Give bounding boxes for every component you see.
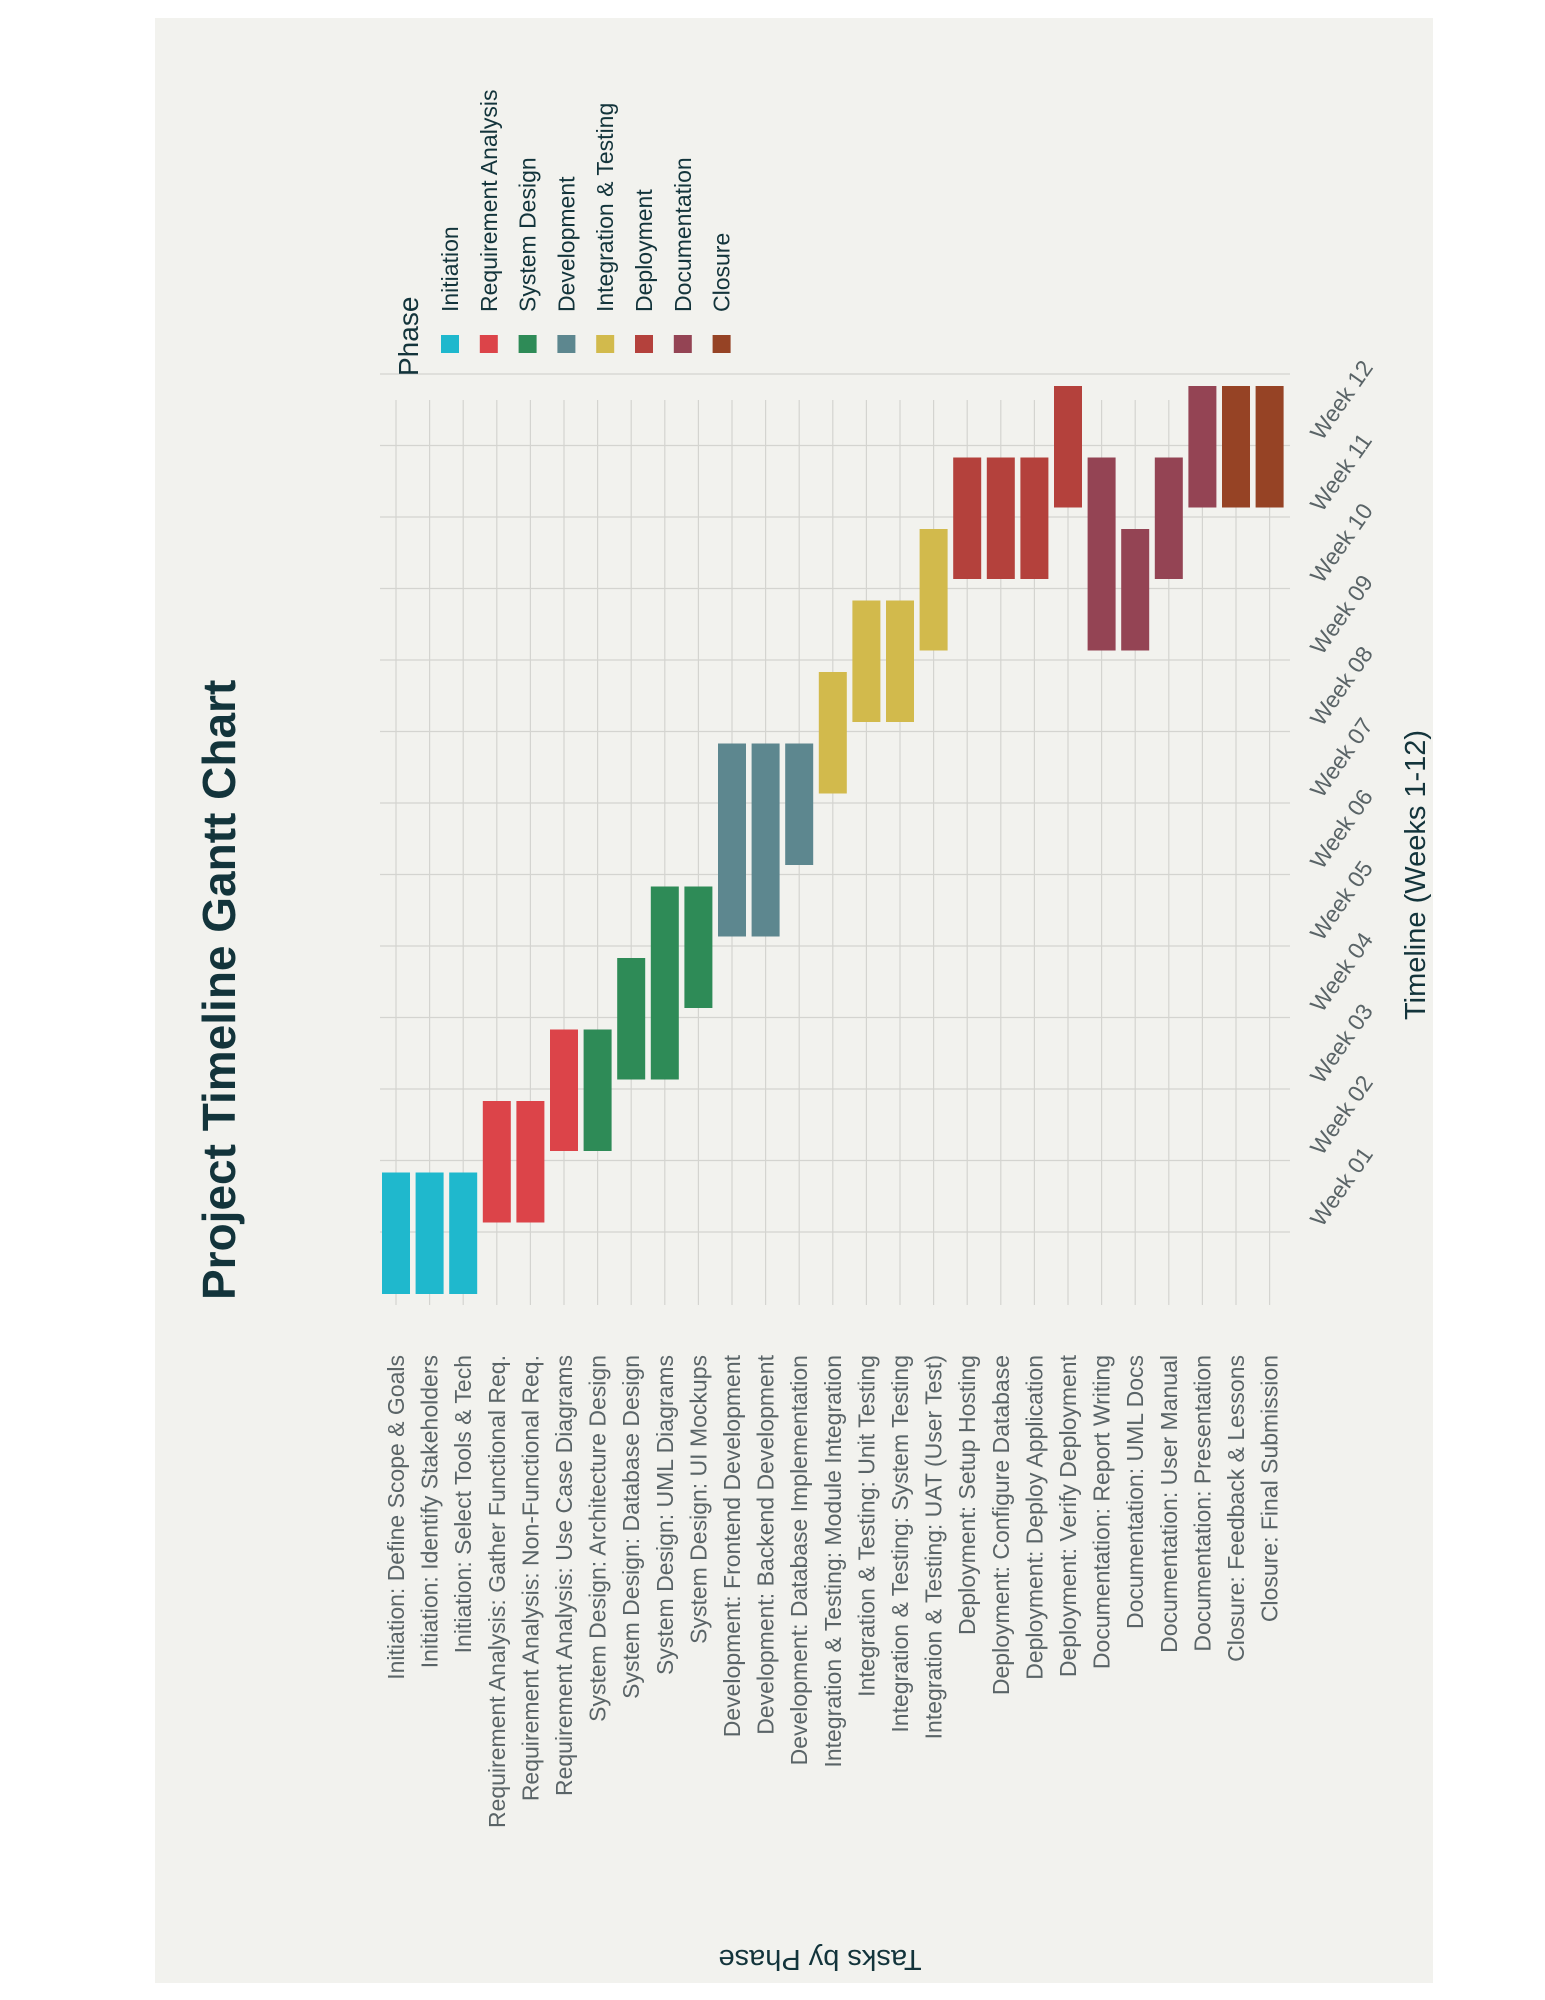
legend-swatch xyxy=(596,335,615,353)
task-label: System Design: UML Diagrams xyxy=(652,1355,678,1675)
task-label: Requirement Analysis: Gather Functional … xyxy=(484,1355,510,1828)
task-label: Documentation: Report Writing xyxy=(1089,1355,1115,1669)
task-label: System Design: Architecture Design xyxy=(585,1355,611,1722)
task-label: Closure: Feedback & Lessons xyxy=(1223,1355,1249,1662)
legend-label: Integration & Testing xyxy=(592,103,618,312)
x-axis-title: Timeline (Weeks 1-12) xyxy=(1400,730,1432,1020)
gantt-bar xyxy=(415,1172,444,1294)
task-label: Integration & Testing: UAT (User Test) xyxy=(921,1355,947,1739)
legend-swatch xyxy=(673,335,692,353)
chart-title: Project Timeline Gantt Chart xyxy=(193,680,245,1300)
gantt-bar xyxy=(449,1172,478,1294)
x-tick-label: Week 05 xyxy=(1305,856,1378,945)
x-tick-label: Week 10 xyxy=(1305,498,1378,587)
gantt-bar xyxy=(818,672,847,794)
gantt-bar xyxy=(919,529,948,651)
gantt-bar xyxy=(1154,457,1183,579)
legend-label: System Design xyxy=(515,157,541,312)
x-tick-label: Week 07 xyxy=(1305,713,1378,802)
task-label: Documentation: Presentation xyxy=(1189,1355,1215,1652)
task-label: Closure: Final Submission xyxy=(1257,1355,1283,1622)
gantt-bar xyxy=(886,600,914,722)
gantt-bar xyxy=(785,743,814,865)
legend-swatch xyxy=(479,335,498,353)
legend-swatch xyxy=(441,335,459,353)
task-label: System Design: Database Design xyxy=(618,1355,644,1699)
x-tick-label: Week 01 xyxy=(1305,1142,1378,1231)
gantt-bar xyxy=(1188,386,1217,508)
task-label: System Design: UI Mockups xyxy=(685,1355,711,1644)
x-tick-label: Week 12 xyxy=(1305,355,1378,444)
legend-label: Development xyxy=(553,176,579,312)
gantt-bar xyxy=(1054,386,1082,508)
legend-label: Requirement Analysis xyxy=(476,90,502,312)
legend-swatch xyxy=(712,335,731,353)
legend-label: Deployment xyxy=(631,189,657,312)
task-label: Development: Backend Development xyxy=(753,1354,779,1734)
x-tick-label: Week 09 xyxy=(1305,570,1378,659)
gantt-bar xyxy=(550,1029,578,1151)
gantt-bar xyxy=(1255,386,1284,508)
task-label: Integration & Testing: System Testing xyxy=(887,1355,913,1733)
task-label: Requirement Analysis: Non-Functional Req… xyxy=(517,1355,543,1801)
x-tick-label: Week 11 xyxy=(1305,428,1377,516)
gantt-bar xyxy=(516,1101,545,1223)
gantt-bar xyxy=(617,958,646,1080)
legend-label: Documentation xyxy=(670,157,696,312)
task-label: Requirement Analysis: Use Case Diagrams xyxy=(551,1355,577,1796)
task-label: Development: Database Implementation xyxy=(786,1355,812,1765)
gantt-bar xyxy=(751,743,780,937)
legend-swatch xyxy=(635,335,653,353)
y-axis-title: Tasks by Phase xyxy=(718,1943,921,1975)
gantt-bar xyxy=(1087,457,1116,651)
legend: Phase Initiation Requirement Analysis Syst… xyxy=(393,90,735,376)
x-tick-label: Week 06 xyxy=(1305,784,1378,873)
task-label: Initiation: Define Scope & Goals xyxy=(383,1355,409,1680)
x-tick-label: Week 08 xyxy=(1305,641,1378,730)
gantt-bar xyxy=(583,1029,612,1151)
gantt-bar xyxy=(650,886,679,1080)
x-tick-label: Week 03 xyxy=(1305,999,1378,1088)
task-label: Deployment: Verify Deployment xyxy=(1055,1354,1081,1677)
gantt-bar xyxy=(1222,386,1250,508)
task-label: Deployment: Deploy Application xyxy=(1021,1355,1047,1680)
task-label: Integration & Testing: Module Integratio… xyxy=(820,1355,846,1768)
legend-swatch xyxy=(557,335,576,353)
task-label: Initiation: Identify Stakeholders xyxy=(417,1355,443,1668)
gantt-bar xyxy=(482,1101,511,1223)
x-tick-label: Week 04 xyxy=(1305,927,1378,1016)
x-tick-label: Week 02 xyxy=(1305,1070,1378,1159)
legend-title: Phase xyxy=(393,297,424,376)
task-label: Documentation: User Manual xyxy=(1156,1355,1182,1653)
task-label: Initiation: Select Tools & Tech xyxy=(450,1355,476,1653)
gantt-bar xyxy=(718,743,746,937)
gantt-bar xyxy=(1121,529,1150,651)
task-label: Development: Frontend Development xyxy=(719,1354,745,1737)
chart-background xyxy=(155,18,1433,1983)
task-label: Deployment: Setup Hosting xyxy=(954,1355,980,1635)
task-label: Documentation: UML Docs xyxy=(1122,1355,1148,1629)
task-label: Integration & Testing: Unit Testing xyxy=(853,1355,879,1697)
gantt-bar xyxy=(953,457,982,579)
gantt-bar xyxy=(684,886,713,1008)
task-labels: Initiation: Define Scope & Goals Initiati… xyxy=(383,1354,1283,1828)
gantt-bar xyxy=(852,600,881,722)
legend-label: Closure xyxy=(709,233,735,312)
gantt-bar xyxy=(382,1172,410,1294)
gantt-bar xyxy=(986,457,1015,579)
bars xyxy=(382,386,1284,1294)
legend-label: Initiation xyxy=(437,226,463,312)
task-label: Deployment: Configure Database xyxy=(988,1355,1014,1695)
legend-swatch xyxy=(518,335,537,353)
gantt-bar xyxy=(1020,457,1049,579)
